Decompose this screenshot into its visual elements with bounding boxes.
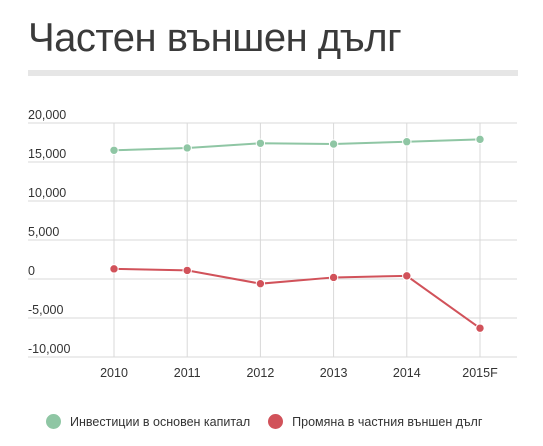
x-axis-labels: 2010 2011 2012 2013 2014 2015F	[100, 366, 498, 380]
data-point-investment	[402, 137, 412, 147]
title-divider	[28, 70, 518, 76]
legend-item-debt-change: Промяна в частния външен дълг	[268, 414, 482, 429]
y-tick-label: -10,000	[28, 342, 70, 356]
chart-legend: Инвестиции в основен капитал Промяна в ч…	[46, 414, 500, 429]
data-series	[109, 134, 485, 333]
x-axis-ticks	[113, 123, 481, 357]
series-line-investment	[113, 138, 481, 152]
data-point-investment	[475, 134, 485, 145]
legend-marker-debt-change	[268, 414, 284, 429]
x-tick-label: 2012	[246, 366, 274, 380]
x-tick-label: 2015F	[462, 366, 498, 380]
data-point-debt-change	[182, 265, 192, 276]
y-tick-label: 20,000	[28, 108, 66, 122]
data-point-investment	[109, 145, 119, 156]
y-tick-label: -5,000	[28, 303, 63, 317]
legend-label-investment: Инвестиции в основен капитал	[70, 414, 251, 429]
chart-title: Частен външен дълг	[28, 16, 402, 60]
series-line-debt-change	[113, 267, 481, 329]
data-point-debt-change	[328, 272, 339, 283]
x-tick-label: 2013	[320, 366, 348, 380]
x-tick-label: 2011	[174, 366, 201, 380]
y-tick-label: 5,000	[28, 225, 59, 239]
grid-lines	[28, 122, 517, 358]
x-tick-label: 2014	[393, 366, 421, 380]
data-point-investment	[328, 139, 339, 149]
legend-item-investment: Инвестиции в основен капитал	[46, 414, 250, 429]
data-point-debt-change	[475, 323, 485, 333]
data-point-debt-change	[402, 271, 412, 281]
data-point-debt-change	[109, 264, 119, 274]
data-point-investment	[182, 143, 192, 153]
x-tick-label: 2010	[100, 366, 128, 380]
legend-marker-investment	[46, 414, 61, 429]
y-tick-label: 15,000	[28, 147, 66, 161]
y-tick-label: 10,000	[28, 186, 66, 200]
legend-label-debt-change: Промяна в частния външен дълг	[292, 414, 483, 429]
data-point-investment	[255, 138, 266, 148]
y-axis-labels: 20,000 15,000 10,000 5,000 0 -5,000 -10,000	[28, 108, 70, 356]
data-point-debt-change	[255, 278, 266, 289]
y-tick-label: 0	[28, 264, 35, 278]
